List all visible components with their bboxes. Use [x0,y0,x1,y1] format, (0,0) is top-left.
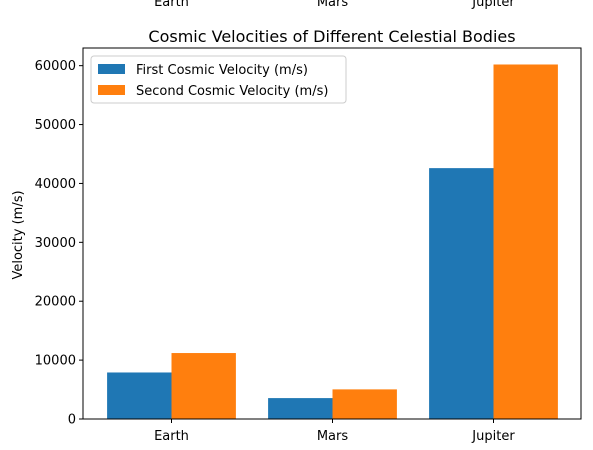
y-tick-label: 10000 [35,354,76,369]
bars-group [107,64,558,419]
y-tick-label: 50000 [35,118,76,133]
clipped-category-label: Jupiter [471,0,515,10]
bar-earth-series-2 [171,353,236,419]
y-tick-label: 0 [68,413,76,428]
x-tick-label: Jupiter [471,429,515,444]
legend-swatch [98,85,125,95]
legend-label: First Cosmic Velocity (m/s) [136,63,308,78]
bar-jupiter-series-2 [493,64,558,419]
bar-mars-series-1 [268,398,333,419]
x-tick-label: Earth [154,429,189,444]
x-axis-ticks: Earth Mars Jupiter [154,419,515,444]
legend-swatch [98,64,125,74]
chart-title: Cosmic Velocities of Different Celestial… [148,27,515,46]
y-axis-label: Velocity (m/s) [11,190,26,279]
y-tick-label: 30000 [35,236,76,251]
x-tick-label: Mars [317,429,349,444]
y-tick-label: 60000 [35,59,76,74]
clipped-category-label: Mars [317,0,349,10]
plot-frame [82,47,582,420]
bar-jupiter-series-1 [429,168,494,419]
y-axis-ticks: 0 10000 20000 30000 40000 50000 60000 [35,59,83,428]
legend-label: Second Cosmic Velocity (m/s) [136,84,328,99]
bar-earth-series-1 [107,372,172,419]
y-tick-label: 20000 [35,295,76,310]
legend: First Cosmic Velocity (m/s) Second Cosmic… [90,55,347,104]
y-tick-label: 40000 [35,177,76,192]
bar-mars-series-2 [332,389,397,419]
clipped-top-category-labels: Earth Mars Jupiter [154,0,515,10]
clipped-category-label: Earth [154,0,189,10]
legend-box [90,55,347,104]
